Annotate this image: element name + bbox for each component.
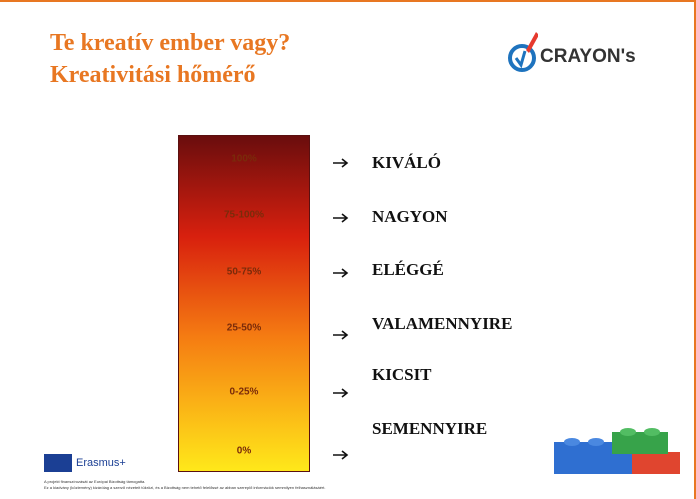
eu-flag bbox=[44, 454, 72, 472]
level-label: 75-100% bbox=[178, 210, 310, 221]
arrow bbox=[332, 266, 350, 284]
level-label: 100% bbox=[178, 154, 310, 165]
rating-label: VALAMENNYIRE bbox=[372, 314, 512, 334]
logo-text: CRAYON's bbox=[540, 46, 636, 68]
rating-label: ELÉGGÉ bbox=[372, 260, 444, 280]
arrow bbox=[332, 448, 350, 466]
level-label: 0% bbox=[178, 446, 310, 457]
title: Te kreatív ember vagy? bbox=[50, 30, 290, 57]
arrow bbox=[332, 386, 350, 404]
lego-bricks bbox=[552, 422, 684, 478]
arrow bbox=[332, 156, 350, 174]
footer-text: A projekt finanszírozását az Európai Biz… bbox=[44, 479, 325, 491]
footer-line: Ez a kiadvány (közlemény) kizárólag a sz… bbox=[44, 485, 325, 491]
slide: Te kreatív ember vagy? Kreativitási hőmé… bbox=[0, 0, 696, 499]
rating-label: KIVÁLÓ bbox=[372, 153, 441, 173]
level-label: 25-50% bbox=[178, 323, 310, 334]
level-label: 0-25% bbox=[178, 387, 310, 398]
arrow bbox=[332, 328, 350, 346]
arrow bbox=[332, 211, 350, 229]
level-label: 50-75% bbox=[178, 267, 310, 278]
rating-label: SEMENNYIRE bbox=[372, 419, 487, 439]
erasmus-logo: Erasmus+ bbox=[76, 457, 126, 469]
title: Kreativitási hőmérő bbox=[50, 62, 256, 89]
logo-icon bbox=[506, 24, 538, 80]
rating-label: KICSIT bbox=[372, 365, 432, 385]
rating-label: NAGYON bbox=[372, 207, 448, 227]
thermometer-bar bbox=[178, 135, 310, 472]
